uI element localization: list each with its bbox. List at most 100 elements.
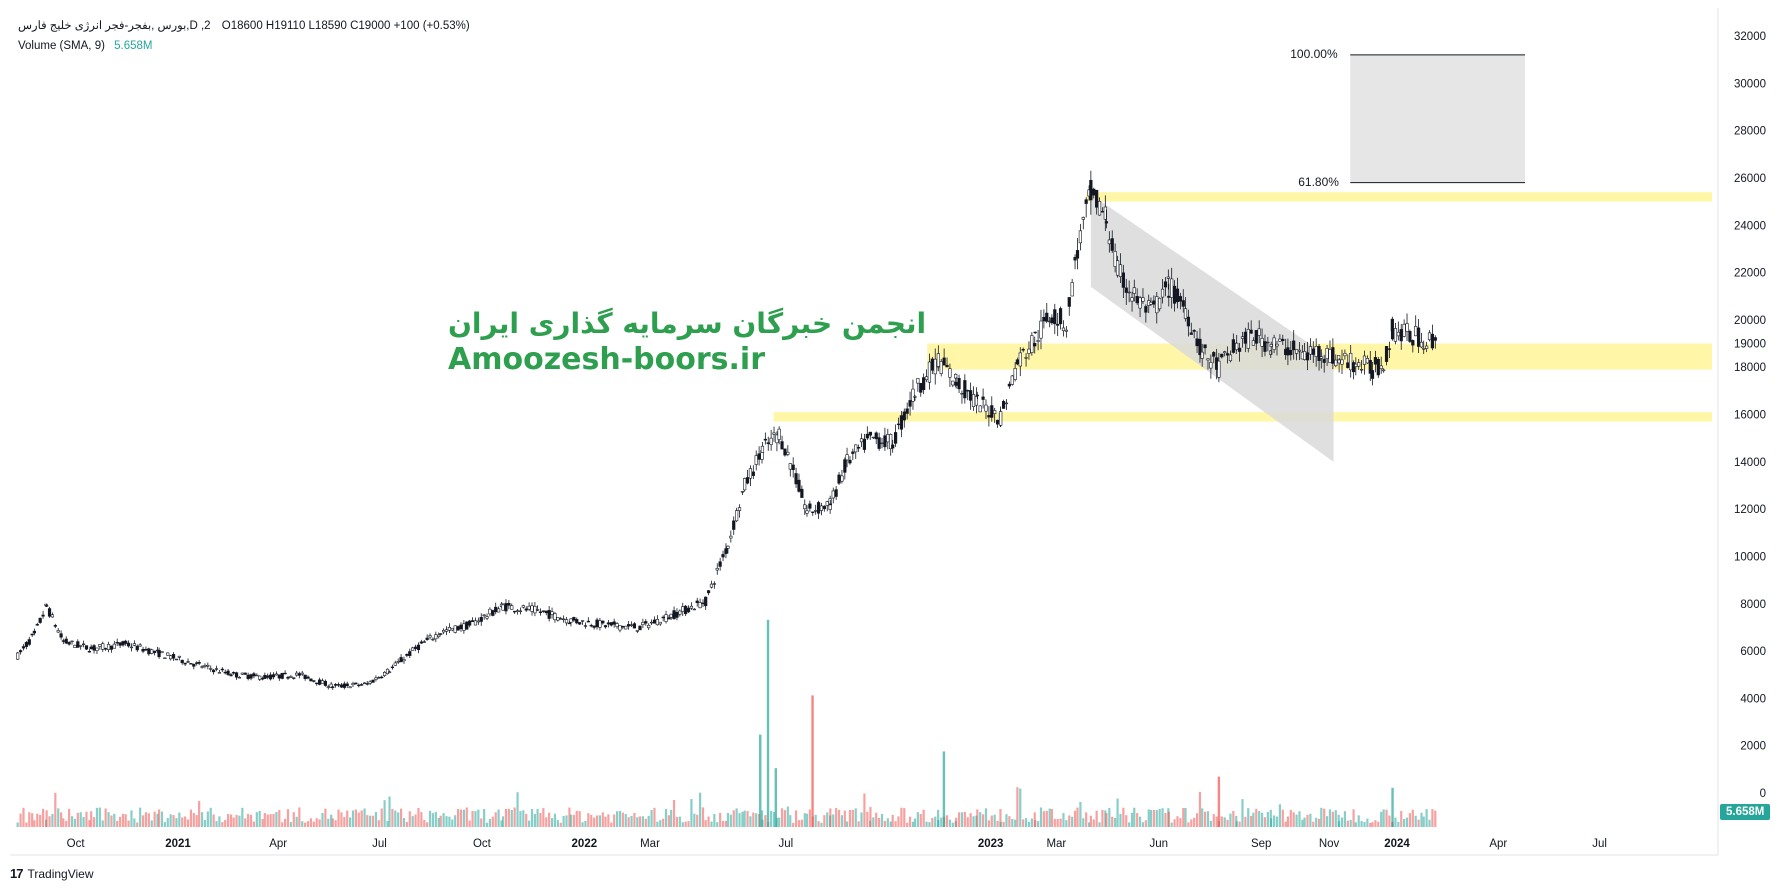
price-tick-label: 19000 [1734,339,1766,351]
volume-bar [181,817,184,827]
volume-bar [999,822,1002,827]
volume-bar [783,810,787,827]
candle-body [306,676,310,679]
candle-body [450,627,454,631]
candle [1084,197,1088,218]
candle [834,486,838,500]
volume-bar [360,810,363,827]
volume-bar [1312,821,1315,827]
candle-body [323,680,327,686]
volume-bar [351,810,355,827]
candle-body [357,684,361,687]
candle-body [1138,297,1142,309]
candle [447,623,452,633]
volume-bar [408,811,411,827]
volume-indicator-label[interactable]: Volume (SMA, 9) [18,40,105,52]
volume-bar [315,818,318,827]
volume-bar [710,821,713,827]
candle [138,643,142,647]
candle-body [541,610,545,612]
candle [32,628,36,636]
candle [825,500,829,512]
candle-body [598,620,602,628]
volume-bar [1263,817,1267,827]
candle [135,644,139,652]
volume-bar [1170,822,1173,827]
candle-body [411,647,415,651]
candle-body [334,684,338,686]
tradingview-brand[interactable]: 17 TradingView [10,866,94,881]
volume-bar [417,807,420,827]
volume-bar [136,822,139,827]
candle [814,504,818,515]
volume-bar [1258,811,1261,827]
candle [1382,368,1386,373]
volume-bar [22,807,25,827]
candle-body [936,353,940,367]
volume-bar [269,814,272,827]
candle [874,431,878,445]
volume-bar [388,796,391,827]
chart-legend: بورس ,بفجر-فجر انرژی خلیج فارس,D ,2 O186… [18,16,470,56]
volume-bar [741,811,744,827]
volume-bar [1270,818,1273,827]
candle [547,606,551,622]
candle [431,637,435,642]
candle [704,596,708,610]
candle-body [743,478,747,491]
candle-body [453,625,457,633]
candle-body [354,682,358,685]
volume-bar [1425,809,1428,827]
volume-bar [916,812,919,827]
candle-body [53,625,57,627]
volume-bar [95,807,99,827]
volume-bar [760,810,764,827]
symbol-title[interactable]: بورس ,بفجر-فجر انرژی خلیج فارس,D ,2 [18,20,211,32]
candle-body [115,641,119,644]
candle-body [150,649,154,654]
candle-body [104,648,108,650]
candle-body [1030,335,1034,353]
volume-bar [184,816,187,827]
candle-body [1001,401,1006,409]
candle [919,382,923,397]
candle [434,631,438,643]
candle-body [658,621,662,625]
volume-bar [568,807,571,827]
volume-bar [1111,816,1114,827]
candle-body [217,672,222,674]
candle [1379,356,1383,374]
price-axis[interactable]: 0200040006000800010000120001400016000180… [1734,31,1766,800]
candle-body [840,475,844,482]
volume-bar [1201,808,1204,827]
candle-body [1084,199,1088,204]
candle [387,670,392,673]
candle [942,348,946,366]
volume-bar [621,812,624,827]
volume-bar [127,820,130,827]
volume-bar [366,815,369,827]
candle [780,435,784,450]
volume-bar [863,793,866,827]
volume-bar [153,811,156,827]
candle-body [684,605,688,615]
candle [635,630,639,634]
volume-bar [218,816,221,827]
volume-bar [624,813,627,827]
time-axis[interactable]: Oct 2021 Apr Jul Oct 2022 Mar Jul 2023 Mar Jun Sep N… [67,838,1607,850]
candle-body [1039,320,1043,339]
candle [87,649,91,653]
volume-bar [1382,809,1385,827]
candle [1030,332,1034,356]
candle-body [269,674,273,680]
volume-bar [374,811,378,827]
candle [192,663,196,670]
candle-body [1370,370,1375,379]
volume-bar [454,815,457,827]
volume-bar [229,814,233,827]
volume-bar [522,810,525,827]
candle [297,671,301,679]
candle [777,426,781,445]
candle-body [1183,308,1188,319]
